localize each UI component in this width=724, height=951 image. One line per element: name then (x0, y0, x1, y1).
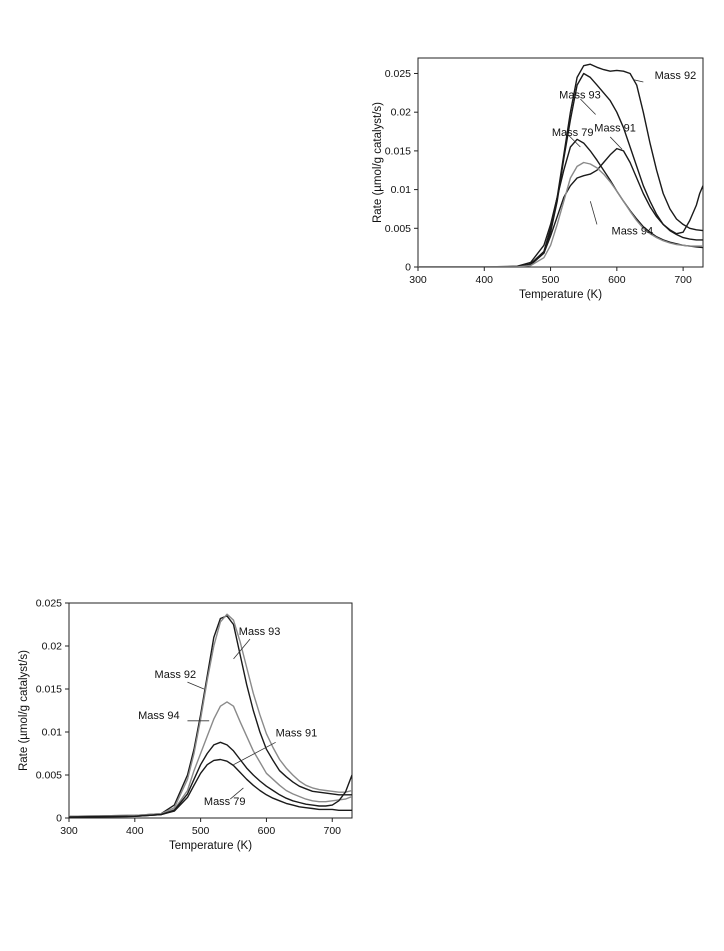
series-label: Mass 92 (655, 70, 697, 82)
x-axis-title: Temperature (K) (169, 840, 252, 852)
x-tick-label: 700 (323, 825, 341, 837)
chart-top-svg: 300 400 500 600 700 0 0.005 0.01 0.015 0.02 0.025 T… (372, 57, 704, 301)
chart-top: 300 400 500 600 700 0 0.005 0.01 0.015 0.02 0.025 T… (368, 50, 713, 310)
annotation-leader (187, 681, 205, 690)
series-line-mass-92 (418, 63, 703, 267)
y-tick-label: 0.025 (36, 598, 62, 610)
y-tick-label: 0.02 (42, 641, 63, 653)
y-tick-label: 0.025 (385, 68, 411, 80)
x-tick-label: 600 (608, 274, 626, 286)
x-tick-label: 400 (126, 825, 144, 837)
annotation-leader (589, 201, 598, 225)
chart-bottom: 300 400 500 600 700 0 0.005 0.01 0.015 0.02 0.025 T… (14, 592, 360, 854)
series-line-mass-93 (69, 613, 352, 817)
x-tick-label: 400 (476, 274, 494, 286)
annotation-leader (229, 787, 244, 800)
y-axis-title: Rate (µmol/g catalyst/s) (18, 650, 30, 771)
annotation-leader (633, 79, 644, 83)
y-tick-label: 0.01 (391, 184, 412, 196)
y-tick-label: 0.015 (36, 684, 62, 696)
series-line-mass-91 (418, 147, 703, 267)
series-label: Mass 94 (138, 710, 180, 722)
annotation-leader (233, 638, 251, 660)
series-line-mass-94 (69, 701, 352, 817)
x-tick-label: 500 (192, 825, 210, 837)
y-tick-label: 0.01 (42, 727, 63, 739)
x-tick-label: 600 (258, 825, 276, 837)
series-line-mass-94 (418, 161, 703, 267)
plot-frame (68, 602, 353, 819)
y-tick-label: 0 (56, 813, 62, 825)
y-tick-label: 0.005 (36, 770, 62, 782)
chart-bottom-svg: 300 400 500 600 700 0 0.005 0.01 0.015 0.02 0.025 T… (18, 598, 353, 852)
series-label: Mass 91 (594, 123, 636, 135)
series-label: Mass 92 (155, 669, 197, 681)
annotation-leader (233, 741, 276, 766)
y-axis-title: Rate (µmol/g catalyst/s) (372, 102, 384, 223)
annotation-leader (566, 133, 581, 148)
series-label: Mass 79 (204, 796, 246, 808)
y-tick-label: 0.02 (391, 107, 412, 119)
series-line-mass-91 (69, 741, 352, 818)
x-tick-label: 700 (674, 274, 692, 286)
y-tick-label: 0.005 (385, 223, 411, 235)
annotation-leader (580, 98, 596, 115)
series-label: Mass 79 (552, 127, 594, 139)
series-line-mass-79 (418, 138, 703, 267)
x-tick-label: 300 (409, 274, 427, 286)
series-label: Mass 91 (276, 727, 318, 739)
plot-frame (417, 57, 704, 268)
series-label: Mass 93 (559, 89, 601, 101)
series-line-mass-92 (69, 615, 352, 817)
series-label: Mass 94 (612, 225, 654, 237)
y-tick-label: 0.015 (385, 145, 411, 157)
annotation-leader (609, 136, 623, 150)
series-label: Mass 93 (239, 626, 281, 638)
x-axis-title: Temperature (K) (519, 289, 602, 301)
series-line-mass-79 (69, 758, 352, 818)
x-tick-label: 300 (60, 825, 78, 837)
x-tick-label: 500 (542, 274, 560, 286)
y-tick-label: 0 (405, 262, 411, 274)
